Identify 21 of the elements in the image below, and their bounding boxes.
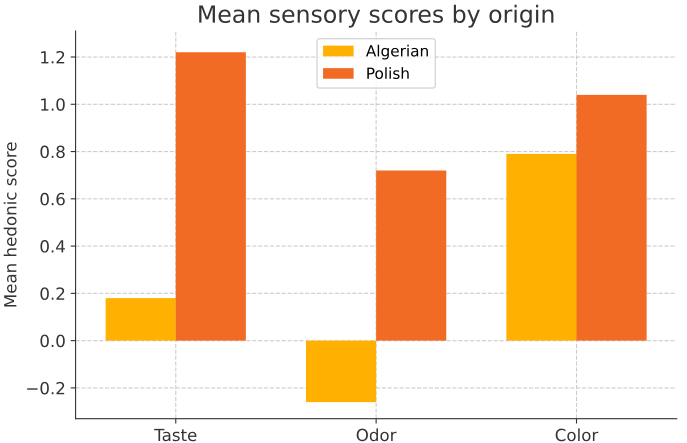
y-tick-label: 0.2 xyxy=(40,287,64,300)
y-axis-title: Mean hedonic score xyxy=(4,142,17,307)
chart-title: Mean sensory scores by origin xyxy=(199,4,554,28)
x-tick-label: Taste xyxy=(154,428,196,442)
y-tick-label: 0.0 xyxy=(40,334,65,348)
x-tick-label: Color xyxy=(556,428,598,442)
legend-label: Polish xyxy=(367,67,409,80)
bar xyxy=(576,94,647,341)
bar xyxy=(506,154,577,341)
y-tick-label: 1.0 xyxy=(41,98,65,111)
legend-label: Algerian xyxy=(366,44,428,60)
bar xyxy=(306,340,376,402)
bar xyxy=(106,298,176,341)
y-tick-label: −0.2 xyxy=(27,382,64,394)
y-tick-label: 1.2 xyxy=(41,50,64,64)
y-tick-label: 0.6 xyxy=(40,192,65,206)
x-tick-label: Odor xyxy=(356,428,397,442)
y-tick-label: 0.4 xyxy=(40,240,65,253)
y-tick-label: 0.8 xyxy=(40,146,65,158)
bar xyxy=(176,52,246,341)
bar xyxy=(376,170,446,341)
